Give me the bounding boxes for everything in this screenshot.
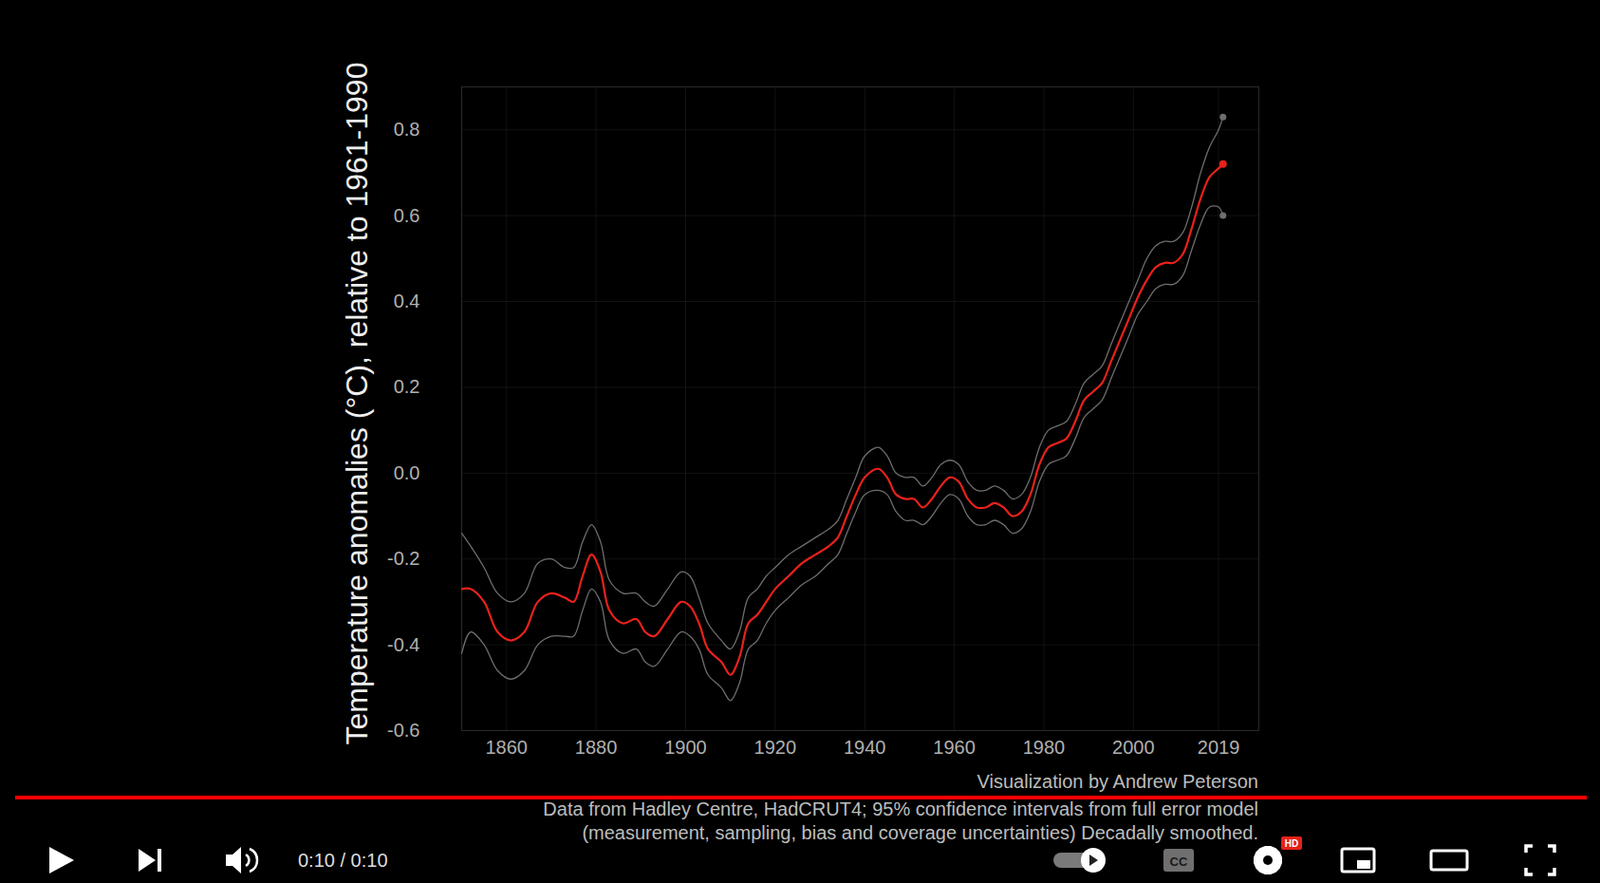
svg-text:0.8: 0.8 bbox=[393, 118, 421, 140]
svg-text:0.6: 0.6 bbox=[393, 204, 421, 226]
svg-text:1900: 1900 bbox=[664, 736, 707, 758]
svg-text:HD: HD bbox=[1284, 837, 1299, 849]
svg-text:1920: 1920 bbox=[754, 736, 798, 758]
svg-text:Visualization by Andrew Peters: Visualization by Andrew Peterson bbox=[977, 770, 1259, 792]
svg-text:0.0: 0.0 bbox=[393, 462, 421, 484]
svg-text:1940: 1940 bbox=[843, 736, 887, 758]
svg-text:1860: 1860 bbox=[484, 736, 528, 758]
svg-text:2000: 2000 bbox=[1112, 736, 1155, 758]
svg-text:-0.4: -0.4 bbox=[387, 633, 420, 655]
svg-text:CC: CC bbox=[1170, 854, 1189, 869]
svg-text:(measurement, sampling, bias a: (measurement, sampling, bias and coverag… bbox=[581, 821, 1259, 843]
svg-text:0.2: 0.2 bbox=[393, 375, 421, 397]
svg-text:1880: 1880 bbox=[575, 736, 618, 758]
svg-text:1960: 1960 bbox=[932, 736, 975, 758]
svg-text:1980: 1980 bbox=[1023, 736, 1066, 758]
svg-text:-0.2: -0.2 bbox=[387, 547, 420, 569]
svg-text:-0.6: -0.6 bbox=[387, 719, 420, 741]
svg-text:Temperature anomalies (°C), re: Temperature anomalies (°C), relative to … bbox=[339, 62, 374, 745]
svg-text:Data from Hadley Centre, HadCR: Data from Hadley Centre, HadCRUT4; 95% c… bbox=[542, 798, 1259, 819]
svg-text:2019: 2019 bbox=[1197, 736, 1241, 758]
svg-text:0:10 / 0:10: 0:10 / 0:10 bbox=[297, 849, 389, 871]
svg-text:0.4: 0.4 bbox=[393, 290, 421, 312]
